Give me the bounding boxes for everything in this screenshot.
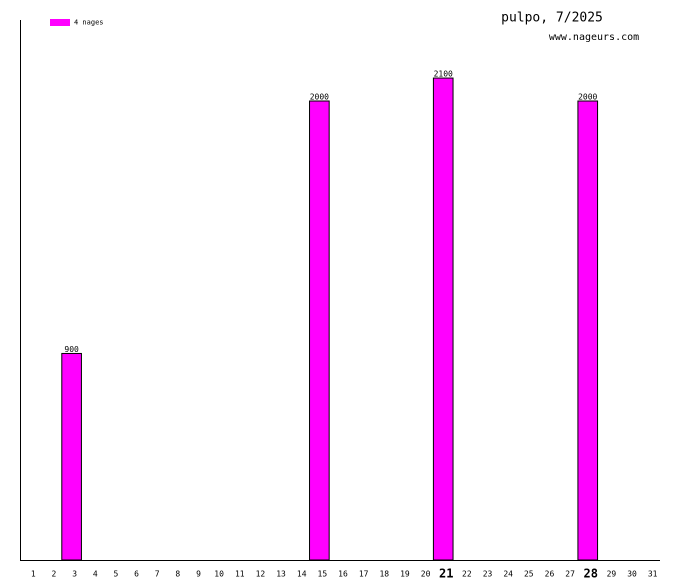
- x-tick-label: 8: [175, 570, 180, 579]
- x-tick-label: 9: [196, 570, 201, 579]
- bar: [61, 352, 82, 561]
- x-tick-label: 18: [379, 570, 389, 579]
- legend-label: 4 nages: [74, 19, 104, 27]
- chart-title: pulpo, 7/2025: [501, 11, 603, 26]
- x-tick-label: 2: [52, 570, 57, 579]
- value-label: 2100: [434, 70, 453, 79]
- x-tick-label: 23: [483, 570, 493, 579]
- x-tick-label: 28: [584, 567, 598, 580]
- x-tick-label: 6: [134, 570, 139, 579]
- x-tick-label: 31: [648, 570, 658, 579]
- x-tick-label: 25: [524, 570, 534, 579]
- value-label: 900: [64, 345, 79, 354]
- bar: [309, 100, 330, 561]
- x-tick-label: 19: [400, 570, 410, 579]
- x-tick-label: 1: [31, 570, 36, 579]
- x-tick-label: 7: [155, 570, 160, 579]
- x-tick-label: 20: [421, 570, 431, 579]
- x-tick-label: 3: [72, 570, 77, 579]
- x-tick-label: 15: [318, 570, 328, 579]
- x-tick-label: 21: [439, 567, 453, 580]
- x-tick-label: 10: [214, 570, 224, 579]
- value-label: 2000: [310, 93, 329, 102]
- bar: [432, 77, 454, 561]
- x-tick-label: 17: [359, 570, 369, 579]
- x-tick-label: 22: [462, 570, 472, 579]
- x-tick-label: 27: [565, 570, 575, 579]
- legend-swatch: [50, 19, 70, 26]
- value-label: 2000: [578, 93, 597, 102]
- x-tick-label: 24: [503, 570, 513, 579]
- x-tick-label: 12: [256, 570, 266, 579]
- x-tick-label: 30: [627, 570, 637, 579]
- chart-subtitle: www.nageurs.com: [549, 32, 639, 43]
- x-tick-label: 4: [93, 570, 98, 579]
- x-tick-label: 26: [545, 570, 555, 579]
- x-tick-label: 11: [235, 570, 245, 579]
- bar: [577, 100, 599, 561]
- x-tick-label: 5: [113, 570, 118, 579]
- x-tick-label: 29: [607, 570, 617, 579]
- x-tick-label: 14: [297, 570, 307, 579]
- x-tick-label: 16: [338, 570, 348, 579]
- x-tick-label: 13: [276, 570, 286, 579]
